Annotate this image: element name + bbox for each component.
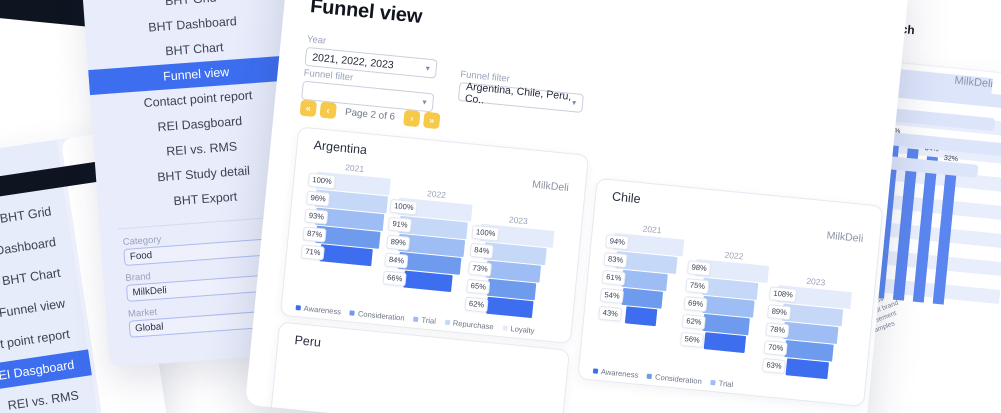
funnel-plot-argentina: 2021 100% 96% 93% 87% 71% 2022 — [297, 155, 575, 320]
funnel-step-value: 98% — [686, 260, 712, 277]
filter-category-value: Food — [129, 249, 153, 263]
legend-swatch-icon — [592, 368, 599, 374]
funnel-group-2023: 2023 108% 89% 78% 70% 63% — [761, 273, 854, 382]
funnel-card-argentina: Argentina MilkDeli 2021 100% 96% 93% 87%… — [279, 126, 590, 345]
legend-item: Consideration — [646, 372, 703, 386]
legend-swatch-icon — [444, 319, 451, 326]
funnel-step-value: 71% — [300, 244, 326, 261]
funnel-step-value: 84% — [384, 252, 409, 269]
legend-swatch-icon — [413, 316, 419, 323]
funnel-step-value: 70% — [763, 339, 788, 357]
year-value: 2021, 2022, 2023 — [311, 50, 395, 71]
legend-label: Consideration — [654, 372, 703, 386]
funnel-step-value: 62% — [681, 313, 707, 331]
funnel-group-2022: 2022 98% 75% 69% 62% 56% — [679, 247, 772, 356]
funnel-step-value: 94% — [605, 234, 630, 251]
legend-label: Loyalty — [510, 324, 535, 336]
funnel-step-value: 91% — [387, 216, 413, 233]
legend-item: Awareness — [295, 303, 341, 316]
legend-item: Awareness — [592, 366, 639, 380]
legend-swatch-icon — [295, 305, 302, 311]
funnel-step-value: 43% — [598, 305, 623, 322]
funnel-step-value: 100% — [471, 224, 501, 242]
legend-label: Trial — [421, 315, 437, 326]
legend-item: Loyalty — [502, 323, 535, 335]
page-indicator: Page 2 of 6 — [344, 106, 396, 123]
filter-brand-value: MilkDeli — [132, 284, 168, 299]
first-page-button[interactable]: « — [299, 99, 318, 118]
funnel-step-value: 61% — [601, 269, 627, 287]
legend-label: Trial — [718, 378, 734, 390]
legend-label: Awareness — [303, 303, 342, 317]
legend-swatch-icon — [502, 325, 508, 331]
last-page-button[interactable]: » — [423, 111, 441, 130]
funnel-step-value: 93% — [304, 208, 329, 225]
funnel-step-value: 87% — [302, 226, 327, 243]
legend-item: Trial — [413, 315, 436, 326]
legend-swatch-icon — [646, 373, 653, 380]
funnel-step-value: 100% — [389, 198, 419, 216]
legend-swatch-icon — [710, 379, 716, 386]
funnel-step-value: 84% — [469, 242, 495, 260]
funnel-group-2022: 2022 100% 91% 89% 84% 66% — [382, 186, 474, 295]
main-window: Funnel view Year 2021, 2022, 2023 ▾ Funn… — [245, 0, 911, 413]
funnel-step-value: 75% — [685, 278, 710, 295]
funnel-group-2021: 2021 94% 83% 61% 54% 43% — [598, 221, 690, 330]
legend-label: Repurchase — [452, 318, 495, 332]
funnel-step-value: 62% — [464, 296, 489, 313]
funnel-step-value: 66% — [382, 270, 407, 287]
card-title-peru: Peru — [293, 333, 322, 350]
legend-chile: Awareness Consideration Trial — [592, 366, 734, 390]
funnel-step-value: 73% — [467, 260, 493, 277]
field-funnel-filter: Funnel filter Argentina, Chile, Peru, Co… — [457, 69, 586, 114]
funnel-group-2023: 2023 100% 84% 73% 65% 62% — [464, 212, 556, 321]
chevron-down-icon: ▾ — [422, 97, 427, 107]
funnel-step-value: 56% — [679, 331, 705, 348]
funnel-step-value: 54% — [599, 287, 625, 304]
funnel-step-value: 83% — [603, 251, 628, 269]
funnel-step-value: 78% — [765, 322, 790, 339]
funnel-step-value: 63% — [761, 357, 787, 375]
funnel-step-value: 108% — [768, 286, 798, 303]
legend-item: Repurchase — [444, 318, 495, 332]
background-placeholder-bars — [881, 83, 1001, 192]
funnel-card-chile: Chile MilkDeli 2021 94% 83% 61% 54% 43% — [577, 177, 884, 407]
funnel-step-value: 89% — [385, 234, 411, 251]
card-title-argentina: Argentina — [313, 138, 368, 158]
legend-label: Consideration — [357, 309, 406, 323]
funnel-group-2021: 2021 100% 96% 93% 87% 71% — [300, 160, 392, 269]
chevron-down-icon: ▾ — [571, 98, 577, 108]
chevron-down-icon: ▾ — [425, 63, 431, 73]
funnel-plot-chile: 2021 94% 83% 61% 54% 43% 2022 — [594, 206, 870, 383]
funnel-step-value: 65% — [466, 278, 491, 295]
legend-label: Awareness — [600, 367, 639, 380]
next-page-button[interactable]: › — [403, 109, 421, 128]
legend-swatch-icon — [349, 310, 356, 316]
legend-item: Consideration — [349, 308, 406, 323]
funnel-step-value: 69% — [683, 295, 708, 313]
card-title-chile: Chile — [611, 189, 642, 207]
funnel-step-value: 100% — [307, 172, 337, 190]
funnel-step-value: 96% — [305, 190, 331, 207]
prev-page-button[interactable]: ‹ — [319, 101, 337, 120]
legend-item: Trial — [710, 378, 734, 390]
filter-market-value: Global — [134, 321, 164, 335]
funnel-step-value: 89% — [767, 304, 792, 321]
